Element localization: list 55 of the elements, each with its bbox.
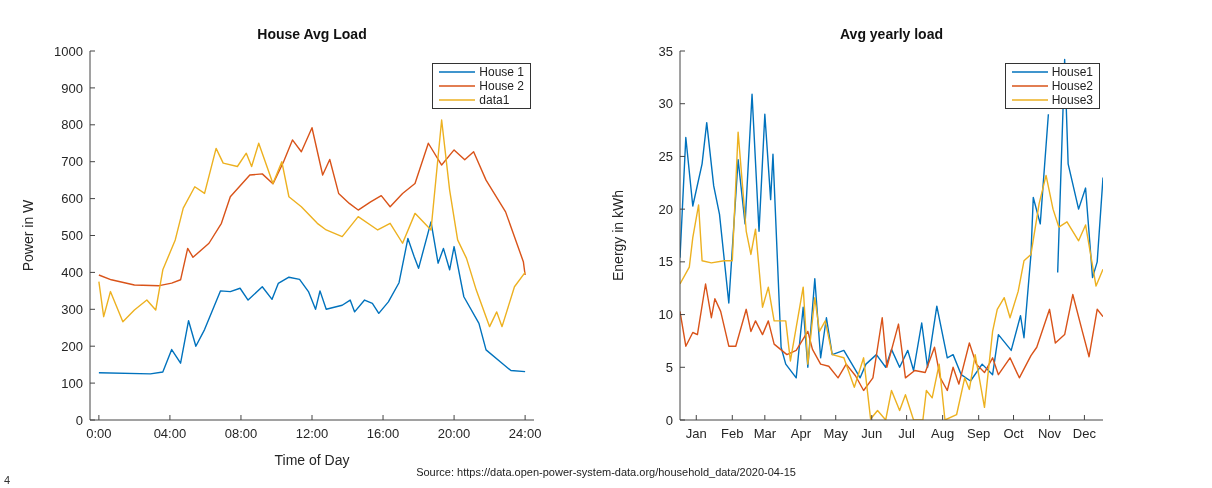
- x-tick-label: 24:00: [508, 426, 542, 442]
- y-tick-label: 600: [61, 191, 83, 207]
- x-tick-label: 16:00: [366, 426, 400, 442]
- y-tick-label: 35: [658, 43, 673, 59]
- legend-label: data1: [479, 93, 510, 107]
- x-tick-label: Jan: [685, 426, 707, 442]
- y-tick-label: 30: [658, 96, 673, 112]
- x-tick-label: Sep: [967, 426, 991, 442]
- x-tick-label: 0:00: [86, 426, 112, 442]
- line-series: [680, 283, 1103, 392]
- legend-label: House3: [1051, 93, 1093, 107]
- text: 4: [4, 474, 11, 486]
- y-tick-label: 10: [658, 307, 673, 323]
- legend-label: House1: [1051, 65, 1093, 79]
- y-tick-label: 300: [61, 301, 83, 317]
- y-tick-label: 700: [61, 154, 83, 170]
- line-series: [98, 221, 526, 375]
- legend-label: House 1: [479, 65, 524, 79]
- x-tick-label: Aug: [931, 426, 955, 442]
- y-tick-label: 20: [658, 201, 673, 217]
- y-tick-label: 1000: [54, 43, 83, 59]
- legend-label: House 2: [479, 79, 524, 93]
- y-tick-label: 25: [658, 149, 673, 165]
- line-series: [98, 119, 526, 328]
- x-tick-label: 12:00: [295, 426, 329, 442]
- x-tick-label: Feb: [721, 426, 744, 442]
- y-tick-label: 800: [61, 117, 83, 133]
- y-axis-title: Energy in kWh: [609, 189, 626, 282]
- y-tick-label: 400: [61, 265, 83, 281]
- y-tick-label: 0: [75, 412, 83, 428]
- x-tick-label: Jun: [861, 426, 883, 442]
- chart-title: Avg yearly load: [839, 26, 944, 42]
- y-tick-label: 0: [665, 412, 673, 428]
- x-tick-label: Jul: [898, 426, 916, 442]
- x-tick-label: 08:00: [224, 426, 258, 442]
- x-tick-label: Nov: [1037, 426, 1062, 442]
- y-tick-label: 500: [61, 228, 83, 244]
- y-tick-label: 900: [61, 80, 83, 96]
- y-tick-label: 100: [61, 375, 83, 391]
- chart-title: House Avg Load: [256, 26, 368, 42]
- legend-label: House2: [1051, 79, 1093, 93]
- y-axis-title: Power in W: [19, 198, 36, 272]
- y-tick-label: 15: [658, 254, 673, 270]
- source-note: Source: https://data.open-power-system-data.org/household_data/2020-04-15: [416, 466, 796, 478]
- x-tick-label: May: [823, 426, 849, 442]
- x-tick-label: Dec: [1072, 426, 1097, 442]
- line-series: [98, 127, 526, 287]
- y-tick-label: 200: [61, 338, 83, 354]
- x-tick-label: Mar: [753, 426, 777, 442]
- x-tick-label: 20:00: [437, 426, 471, 442]
- x-tick-label: Oct: [1003, 426, 1025, 442]
- x-axis-title: Time of Day: [274, 452, 350, 468]
- y-tick-label: 5: [665, 359, 673, 375]
- x-tick-label: Apr: [790, 426, 812, 442]
- x-tick-label: 04:00: [153, 426, 187, 442]
